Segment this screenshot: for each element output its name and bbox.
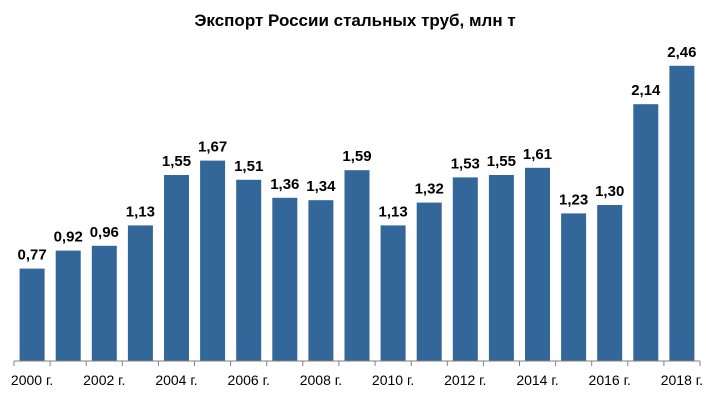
data-label-16: 1,30 — [595, 183, 624, 200]
bar-12 — [452, 177, 478, 361]
x-ticks-group: 2000 г. 2002 г. 2004 г. 2006 г. 2008 г. 2010 … — [11, 361, 703, 388]
data-label-17: 2,14 — [631, 82, 661, 99]
data-label-2: 0,96 — [90, 224, 119, 241]
x-tick-label-8: 2008 г. — [300, 372, 342, 388]
bar-2 — [91, 245, 117, 361]
x-tick-label-6: 2006 г. — [228, 372, 270, 388]
bar-13 — [488, 175, 514, 361]
bar-0 — [19, 268, 45, 361]
data-label-11: 1,32 — [415, 181, 444, 198]
bar-3 — [127, 225, 153, 361]
x-tick-label-4: 2004 г. — [155, 372, 197, 388]
data-label-8: 1,34 — [306, 178, 336, 195]
data-label-7: 1,36 — [270, 176, 299, 193]
data-label-10: 1,13 — [378, 203, 407, 220]
bar-1 — [55, 250, 81, 361]
data-label-18: 2,46 — [667, 44, 696, 61]
bar-18 — [669, 65, 695, 362]
data-label-6: 1,51 — [234, 158, 263, 175]
data-label-13: 1,55 — [487, 153, 516, 170]
data-label-1: 0,92 — [54, 229, 83, 246]
x-tick-label-0: 2000 г. — [11, 372, 53, 388]
bar-7 — [272, 197, 298, 361]
x-tick-label-18: 2018 г. — [661, 372, 703, 388]
x-tick-label-14: 2014 г. — [516, 372, 558, 388]
bar-14 — [525, 167, 550, 361]
bar-6 — [236, 179, 262, 361]
bar-9 — [344, 170, 370, 361]
data-label-3: 1,13 — [126, 203, 155, 220]
x-tick-label-10: 2010 г. — [372, 372, 414, 388]
x-tick-label-2: 2002 г. — [83, 372, 125, 388]
data-label-14: 1,61 — [523, 146, 552, 163]
chart-title: Экспорт России стальных труб, млн т — [194, 11, 515, 30]
x-tick-label-16: 2016 г. — [589, 372, 631, 388]
data-label-0: 0,77 — [17, 247, 46, 264]
bar-15 — [561, 213, 587, 361]
data-label-12: 1,53 — [451, 155, 480, 172]
data-label-9: 1,59 — [342, 148, 371, 165]
data-labels-group: 0,77 0,92 0,96 1,13 1,55 1,67 1,51 1,36 1,34 1,59… — [17, 44, 696, 264]
bar-5 — [200, 160, 226, 361]
data-label-5: 1,67 — [198, 139, 227, 156]
bar-10 — [380, 225, 406, 361]
x-tick-label-12: 2012 г. — [444, 372, 486, 388]
data-label-4: 1,55 — [162, 153, 191, 170]
bar-4 — [164, 175, 189, 361]
bars-group — [19, 65, 695, 362]
bar-11 — [416, 202, 442, 361]
bar-16 — [597, 205, 623, 361]
data-label-15: 1,23 — [559, 191, 588, 208]
bar-8 — [308, 200, 334, 361]
bar-17 — [633, 104, 659, 361]
